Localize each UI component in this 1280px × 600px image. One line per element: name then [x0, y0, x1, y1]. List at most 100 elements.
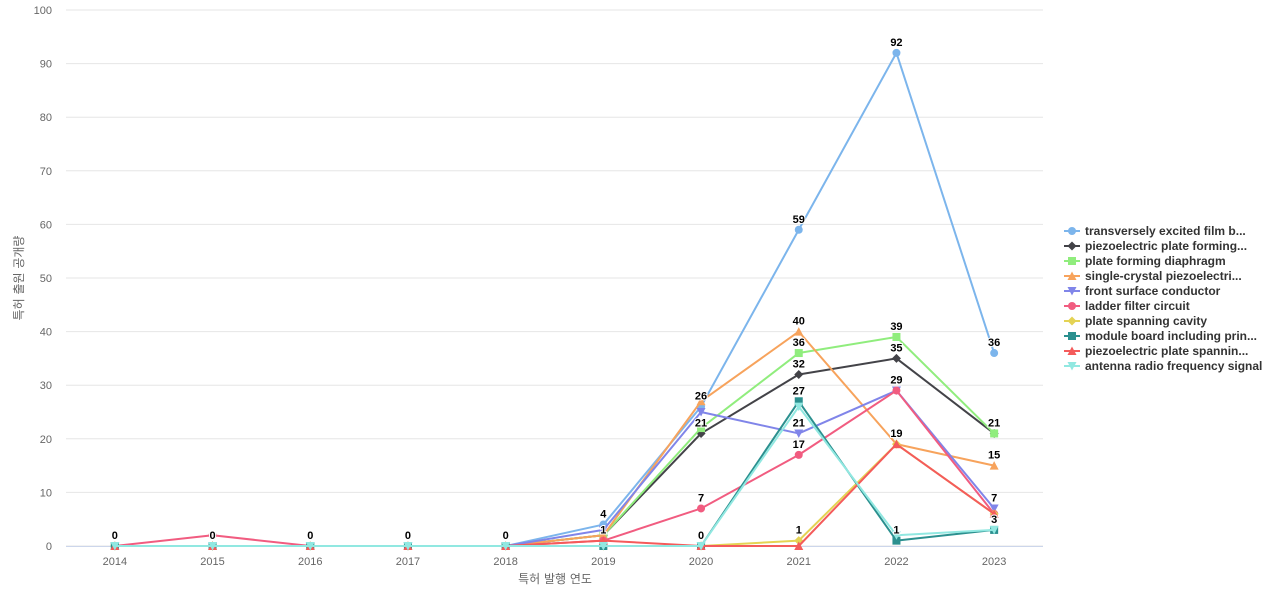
data-labels: 0 0 0 0 0 4 1 26 21 7 0 59 40 36 32 27 21 17 1 92 39 35 29 19 1 3…: [111, 36, 1001, 543]
data-label: 7: [991, 492, 997, 504]
legend: transversely excited film b...piezoelect…: [1064, 224, 1262, 373]
data-label: 0: [405, 530, 411, 542]
data-point: [794, 369, 804, 379]
legend-label[interactable]: single-crystal piezoelectri...: [1085, 269, 1242, 283]
data-point: [208, 542, 218, 551]
legend-item[interactable]: module board including prin...: [1064, 329, 1257, 343]
data-point: [990, 429, 999, 438]
data-label: 0: [112, 530, 118, 542]
data-point: [305, 542, 315, 551]
data-point: [989, 509, 999, 518]
legend-marker: [1067, 271, 1077, 280]
x-tick-label: 2021: [787, 556, 811, 568]
data-point: [794, 450, 803, 459]
legend-marker: [1067, 346, 1077, 355]
data-label: 35: [890, 342, 902, 354]
series-9: [110, 402, 999, 551]
legend-item[interactable]: piezoelectric plate spannin...: [1064, 344, 1248, 358]
legend-item[interactable]: front surface conductor: [1064, 284, 1221, 298]
legend-label[interactable]: antenna radio frequency signal: [1085, 359, 1262, 373]
x-axis-title: 특허 발행 연도: [518, 571, 592, 586]
y-tick-label: 0: [46, 541, 52, 553]
x-tick-label: 2023: [982, 556, 1006, 568]
legend-item[interactable]: single-crystal piezoelectri...: [1064, 269, 1242, 283]
data-point: [697, 504, 706, 513]
legend-label[interactable]: piezoelectric plate forming...: [1085, 239, 1247, 253]
y-tick-label: 60: [40, 219, 52, 231]
data-label: 21: [695, 417, 707, 429]
data-point: [892, 48, 901, 57]
legend-item[interactable]: plate spanning cavity: [1064, 314, 1207, 328]
legend-marker: [1068, 257, 1076, 265]
data-label: 1: [893, 525, 899, 537]
data-label: 15: [988, 450, 1000, 462]
legend-item[interactable]: plate forming diaphragm: [1064, 254, 1226, 268]
data-point: [794, 402, 804, 412]
data-point: [892, 536, 901, 545]
data-point: [696, 542, 706, 551]
gridlines: [66, 9, 1043, 547]
data-point: [697, 424, 706, 433]
data-point: [990, 349, 999, 358]
legend-marker: [1068, 332, 1076, 340]
legend-label[interactable]: transversely excited film b...: [1085, 224, 1246, 238]
data-point: [598, 530, 608, 540]
data-point: [891, 439, 901, 449]
data-point: [696, 408, 706, 417]
legend-label[interactable]: piezoelectric plate spannin...: [1085, 344, 1248, 358]
data-label: 21: [988, 417, 1000, 429]
data-point: [696, 396, 706, 406]
legend-label[interactable]: module board including prin...: [1085, 329, 1257, 343]
data-label: 39: [890, 321, 902, 333]
legend-label[interactable]: plate spanning cavity: [1085, 314, 1207, 328]
data-label: 36: [793, 337, 805, 349]
y-axis-title: 특허 출원 공개량: [12, 236, 26, 321]
series-line: [114, 405, 995, 547]
legend-marker: [1068, 227, 1076, 235]
data-label: 0: [307, 530, 313, 542]
data-label: 1: [600, 525, 606, 537]
data-label: 7: [698, 492, 704, 504]
legend-item[interactable]: transversely excited film b...: [1064, 224, 1246, 238]
y-tick-label: 20: [40, 434, 52, 446]
data-label: 32: [793, 358, 805, 370]
legend-item[interactable]: piezoelectric plate forming...: [1064, 239, 1247, 253]
x-tick-label: 2015: [200, 556, 224, 568]
data-point: [794, 541, 804, 550]
data-point: [891, 353, 901, 363]
data-point: [403, 542, 413, 551]
data-label: 27: [793, 385, 805, 397]
x-tick-label: 2020: [689, 556, 713, 568]
legend-label[interactable]: front surface conductor: [1085, 284, 1221, 298]
legend-marker: [1067, 287, 1077, 296]
legend-marker: [1067, 362, 1077, 371]
data-label: 26: [695, 391, 707, 403]
data-point: [989, 461, 999, 470]
data-label: 40: [793, 316, 805, 328]
data-point: [891, 531, 901, 540]
legend-marker: [1067, 316, 1077, 326]
data-label: 92: [890, 37, 902, 49]
series-group: [110, 48, 999, 551]
legend-item[interactable]: antenna radio frequency signal: [1064, 359, 1262, 373]
data-point: [794, 327, 804, 336]
x-tick-label: 2014: [103, 556, 127, 568]
data-point: [794, 349, 803, 358]
data-point: [794, 225, 803, 234]
legend-item[interactable]: ladder filter circuit: [1064, 299, 1190, 313]
data-label: 1: [796, 525, 802, 537]
y-tick-label: 70: [40, 166, 52, 178]
data-label: 0: [209, 530, 215, 542]
data-point: [598, 542, 608, 551]
y-tick-label: 80: [40, 112, 52, 124]
x-tick-label: 2017: [396, 556, 420, 568]
data-label: 17: [793, 439, 805, 451]
legend-label[interactable]: plate forming diaphragm: [1085, 254, 1226, 268]
data-point: [110, 542, 120, 551]
data-label: 0: [698, 530, 704, 542]
legend-label[interactable]: ladder filter circuit: [1085, 299, 1190, 313]
data-point: [892, 332, 901, 341]
data-label: 29: [890, 375, 902, 387]
data-label: 3: [991, 514, 997, 526]
